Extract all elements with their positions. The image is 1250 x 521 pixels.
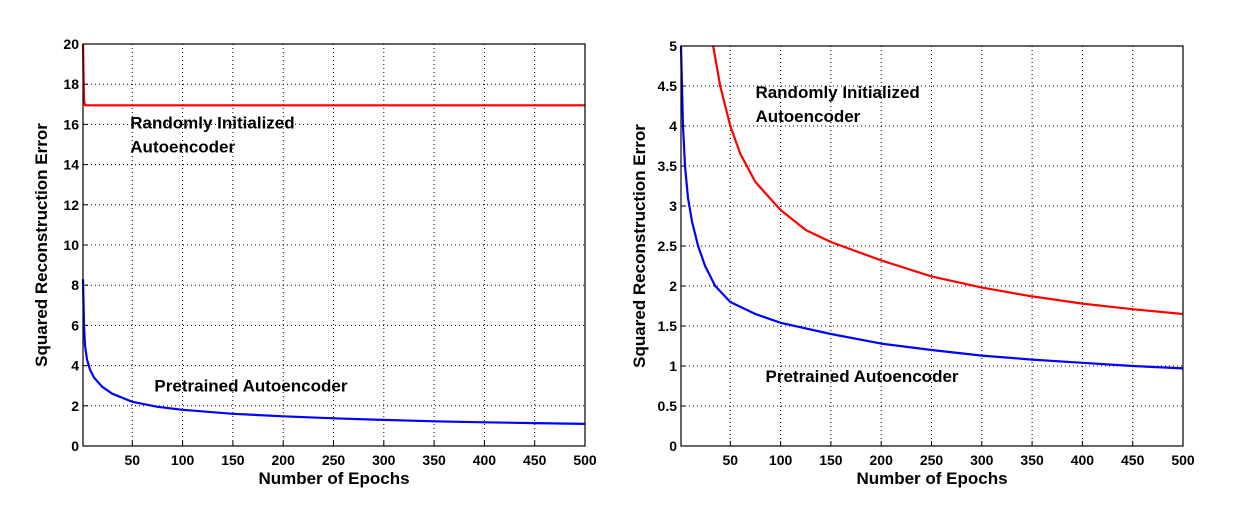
- x-tick-label: 150: [221, 452, 245, 468]
- x-tick-label: 350: [422, 452, 446, 468]
- y-axis-title: Squared Reconstruction Error: [630, 124, 649, 368]
- x-tick-label: 300: [372, 452, 396, 468]
- series-line-1: [712, 45, 1184, 316]
- x-tick-label: 150: [819, 452, 843, 468]
- annotation-label: Pretrained Autoencoder: [766, 367, 959, 386]
- x-tick-label: 250: [322, 452, 346, 468]
- y-tick-label: 1: [669, 358, 677, 374]
- x-tick-label: 200: [870, 452, 894, 468]
- x-tick-label: 50: [723, 452, 739, 468]
- y-tick-label: 0.5: [658, 398, 678, 414]
- y-tick-label: 3: [669, 198, 677, 214]
- annotation-label: Autoencoder: [755, 107, 860, 126]
- y-tick-label: 18: [63, 76, 79, 92]
- x-tick-label: 450: [523, 452, 547, 468]
- series-line-2: [81, 279, 586, 425]
- x-tick-label: 250: [920, 452, 944, 468]
- annotation-label: Randomly Initialized: [755, 83, 919, 102]
- x-tick-label: 100: [769, 452, 793, 468]
- y-axis-title: Squared Reconstruction Error: [32, 123, 51, 367]
- x-tick-label: 500: [573, 452, 597, 468]
- y-tick-label: 2.5: [658, 238, 678, 254]
- x-tick-label: 400: [473, 452, 497, 468]
- x-tick-label: 300: [970, 452, 994, 468]
- x-tick-label: 100: [171, 452, 195, 468]
- y-tick-label: 2: [669, 278, 677, 294]
- x-tick-label: 400: [1071, 452, 1095, 468]
- x-tick-label: 50: [125, 452, 141, 468]
- y-tick-label: 14: [63, 157, 79, 173]
- chart-panel-2: 50 100 150 200 250 300 350 400 450 500 0 0.5 1 1.5 2 2.…: [630, 38, 1195, 488]
- plot-frame: [680, 45, 1184, 447]
- x-tick-label: 200: [272, 452, 296, 468]
- x-tick-label: 500: [1171, 452, 1195, 468]
- series-line-1: [81, 43, 585, 107]
- y-tick-label: 4: [71, 358, 79, 374]
- y-tick-label: 8: [71, 277, 79, 293]
- annotation-label: Randomly Initialized: [130, 113, 294, 132]
- y-tick-label: 0: [71, 438, 79, 454]
- y-tick-label: 20: [63, 36, 79, 52]
- chart-panel-1: 50 100 150 200 250 300 350 400 450 500 0 2 4 6 8 10 12 14…: [32, 36, 597, 488]
- y-tick-label: 12: [63, 197, 79, 213]
- annotation-label: Autoencoder: [130, 138, 235, 157]
- y-tick-label: 6: [71, 317, 79, 333]
- y-tick-label: 10: [63, 237, 79, 253]
- x-tick-label: 350: [1020, 452, 1044, 468]
- series-line-2: [679, 45, 1184, 370]
- y-tick-label: 3.5: [658, 158, 678, 174]
- annotation-label: Pretrained Autoencoder: [154, 377, 347, 396]
- y-tick-label: 2: [71, 398, 79, 414]
- y-tick-label: 16: [63, 116, 79, 132]
- y-tick-label: 4: [669, 118, 677, 134]
- y-tick-label: 0: [669, 438, 677, 454]
- x-tick-label: 450: [1121, 452, 1145, 468]
- x-axis-title: Number of Epochs: [856, 469, 1007, 488]
- x-axis-title: Number of Epochs: [258, 469, 409, 488]
- y-tick-label: 4.5: [658, 78, 678, 94]
- y-tick-label: 5: [669, 38, 677, 54]
- y-tick-label: 1.5: [658, 318, 678, 334]
